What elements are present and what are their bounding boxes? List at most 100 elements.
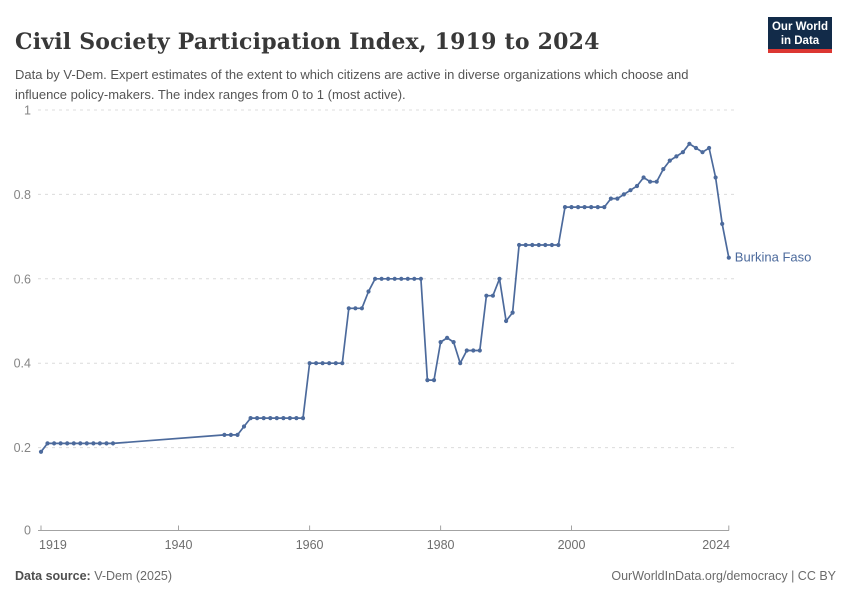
data-point bbox=[576, 205, 581, 210]
data-point bbox=[484, 293, 489, 298]
data-point bbox=[268, 416, 273, 421]
data-point bbox=[621, 192, 627, 197]
data-point bbox=[307, 361, 312, 366]
data-point bbox=[569, 205, 574, 210]
data-point bbox=[346, 306, 351, 311]
data-point bbox=[589, 205, 594, 210]
data-point bbox=[366, 289, 371, 294]
data-point bbox=[608, 196, 614, 201]
data-point bbox=[228, 432, 233, 437]
x-tick-label: 2024 bbox=[702, 538, 730, 552]
data-point bbox=[261, 416, 266, 421]
data-point bbox=[707, 145, 712, 151]
x-tick-label: 1940 bbox=[165, 538, 193, 552]
data-source: Data source: V-Dem (2025) bbox=[15, 569, 172, 583]
x-tick-label: 2000 bbox=[558, 538, 586, 552]
x-tick-label: 1919 bbox=[39, 538, 67, 552]
data-point bbox=[52, 441, 57, 446]
data-point bbox=[464, 348, 469, 353]
data-point bbox=[235, 432, 240, 437]
data-point bbox=[386, 276, 391, 281]
data-point bbox=[562, 205, 568, 210]
data-point bbox=[405, 276, 410, 281]
data-point bbox=[504, 318, 509, 324]
y-tick-label: 0.2 bbox=[14, 441, 31, 455]
data-point bbox=[222, 432, 227, 437]
owid-logo-line1: Our World bbox=[771, 21, 828, 33]
data-point bbox=[392, 276, 397, 281]
data-point bbox=[104, 441, 109, 446]
data-point bbox=[241, 424, 247, 429]
data-point bbox=[71, 441, 76, 446]
data-point bbox=[91, 441, 96, 446]
data-point bbox=[425, 378, 430, 383]
data-point bbox=[84, 441, 89, 446]
data-point bbox=[667, 158, 672, 163]
data-point bbox=[294, 416, 299, 421]
attribution: OurWorldInData.org/democracy | CC BY bbox=[611, 569, 836, 583]
data-point bbox=[38, 449, 44, 454]
data-point bbox=[523, 242, 528, 248]
data-point bbox=[359, 306, 364, 311]
data-point bbox=[287, 416, 292, 421]
data-point bbox=[248, 416, 253, 421]
data-point bbox=[602, 205, 607, 210]
data-point bbox=[255, 416, 260, 421]
data-point bbox=[58, 441, 63, 446]
data-point bbox=[399, 276, 404, 281]
chart-subtitle: Data by V-Dem. Expert estimates of the e… bbox=[15, 67, 689, 102]
data-point bbox=[713, 175, 718, 180]
data-point bbox=[661, 167, 666, 172]
data-point bbox=[517, 242, 522, 248]
data-point bbox=[281, 416, 286, 421]
data-point bbox=[693, 145, 699, 151]
entity-label: Burkina Faso bbox=[735, 250, 812, 265]
owid-logo: Our World in Data bbox=[768, 17, 832, 53]
data-point bbox=[595, 205, 600, 210]
data-point bbox=[97, 441, 102, 446]
series-line bbox=[40, 142, 730, 453]
owid-logo-line2: in Data bbox=[780, 35, 820, 48]
data-point bbox=[471, 348, 476, 353]
data-point bbox=[314, 361, 319, 366]
data-point bbox=[720, 221, 725, 226]
data-point bbox=[582, 205, 587, 210]
data-point bbox=[110, 441, 116, 446]
data-point bbox=[634, 183, 640, 189]
data-point bbox=[628, 188, 633, 193]
data-point bbox=[412, 276, 417, 281]
data-point bbox=[327, 361, 332, 366]
data-point bbox=[536, 242, 541, 248]
data-point bbox=[687, 141, 692, 146]
data-point bbox=[353, 306, 358, 311]
data-point bbox=[726, 255, 731, 260]
data-point bbox=[549, 242, 555, 248]
x-tick-label: 1960 bbox=[296, 538, 324, 552]
data-point bbox=[65, 441, 70, 446]
data-point bbox=[641, 175, 646, 180]
data-point bbox=[543, 242, 548, 248]
data-point bbox=[497, 276, 502, 281]
y-tick-label: 0 bbox=[24, 524, 31, 538]
data-point bbox=[320, 361, 325, 366]
data-point bbox=[648, 179, 653, 184]
x-tick-label: 1980 bbox=[427, 538, 455, 552]
data-point bbox=[556, 242, 561, 248]
y-tick-label: 0.8 bbox=[14, 188, 31, 202]
page-title: Civil Society Participation Index, 1919 … bbox=[15, 28, 600, 55]
data-point bbox=[78, 441, 83, 446]
data-point bbox=[490, 293, 495, 298]
data-point bbox=[674, 154, 679, 159]
y-tick-label: 1 bbox=[24, 104, 31, 118]
data-point bbox=[438, 340, 443, 345]
data-point bbox=[530, 242, 535, 248]
data-point bbox=[274, 416, 279, 421]
data-source-value: V-Dem (2025) bbox=[90, 569, 173, 583]
data-point bbox=[451, 340, 456, 345]
data-point bbox=[477, 348, 482, 353]
data-point bbox=[45, 441, 50, 446]
data-point bbox=[300, 416, 306, 421]
data-source-label: Data source: bbox=[15, 569, 91, 583]
data-point bbox=[379, 276, 384, 281]
